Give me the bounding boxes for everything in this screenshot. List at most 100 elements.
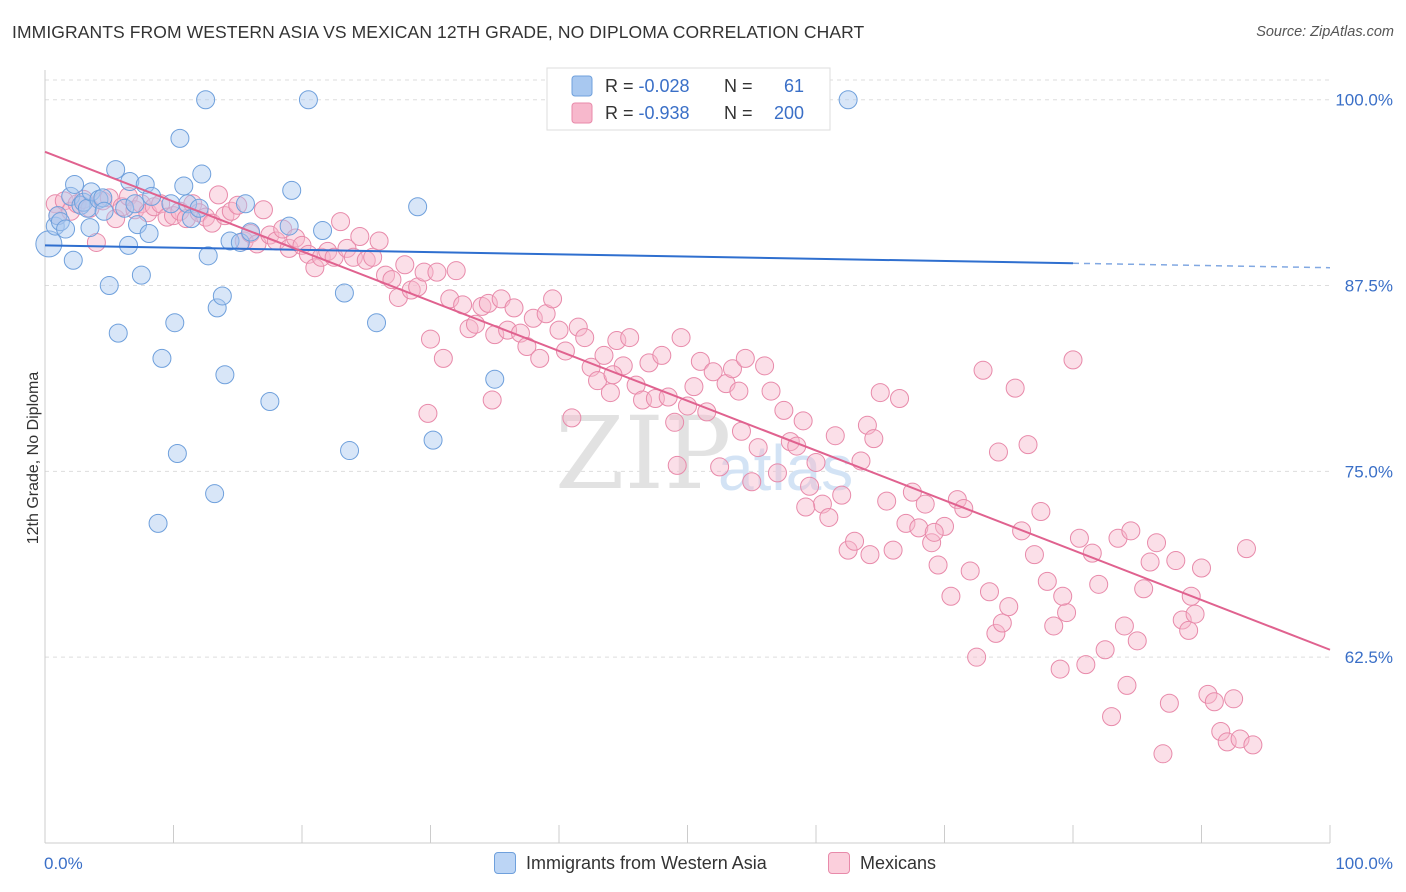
legend-r-value-pink: -0.938 <box>639 103 690 123</box>
legend-label-mexicans: Mexicans <box>860 852 937 873</box>
western-asia-point-60 <box>838 90 858 110</box>
mexicans-point-114 <box>774 400 794 420</box>
mexicans-point-154 <box>1031 502 1051 522</box>
legend-top-box <box>546 67 831 131</box>
western-asia-point-22 <box>125 194 145 214</box>
legend-bottom: Immigrants from Western Asia Mexicans <box>0 850 1406 880</box>
western-asia-point-57 <box>408 197 428 217</box>
mexicans-point-51 <box>369 231 389 251</box>
chart-title: IMMIGRANTS FROM WESTERN ASIA VS MEXICAN … <box>12 22 865 42</box>
mexicans-point-119 <box>806 452 826 472</box>
mexicans-point-158 <box>1057 603 1077 623</box>
mexicans-point-180 <box>1198 684 1218 704</box>
mexicans-point-147 <box>986 623 1006 643</box>
mexicans-point-175 <box>1166 551 1186 571</box>
western-asia-point-12 <box>81 182 101 202</box>
mexicans-point-78 <box>543 289 563 309</box>
legend-top-swatch-blue <box>571 75 593 97</box>
western-asia-point-15 <box>94 201 114 221</box>
legend-item-western-asia: Immigrants from Western Asia <box>494 852 767 874</box>
mexicans-point-86 <box>594 345 614 365</box>
mexicans-point-121 <box>819 507 839 527</box>
mexicans-point-110 <box>748 438 768 458</box>
mexicans-point-170 <box>1134 579 1154 599</box>
legend-top-swatch-pink <box>571 102 593 124</box>
western-asia-point-36 <box>181 209 201 229</box>
mexicans-point-149 <box>999 597 1019 617</box>
mexicans-point-132 <box>890 389 910 409</box>
mexicans-point-82 <box>568 317 588 337</box>
watermark: ZIP atlas <box>555 395 853 512</box>
chart-source: Source: ZipAtlas.com <box>1256 24 1394 40</box>
mexicans-point-106 <box>722 359 742 379</box>
mexicans-point-122 <box>825 426 845 446</box>
mexicans-point-155 <box>1037 571 1057 591</box>
western-asia-point-56 <box>367 313 387 333</box>
mexicans-point-181 <box>1204 692 1224 712</box>
mexicans-point-41 <box>305 258 325 278</box>
mexicans-point-172 <box>1147 533 1167 553</box>
y-tick-label-2: 87.5% <box>1345 277 1393 296</box>
western-asia-trend-extension <box>1072 262 1331 269</box>
mexicans-point-152 <box>1018 435 1038 455</box>
mexicans-point-169 <box>1127 631 1147 651</box>
mexicans-point-153 <box>1024 545 1044 565</box>
western-asia-point-6 <box>63 250 83 270</box>
mexicans-point-198 <box>1117 675 1137 695</box>
western-asia-point-33 <box>170 128 190 148</box>
mexicans-point-196 <box>988 442 1008 462</box>
mexicans-point-29 <box>228 195 248 215</box>
mexicans-point-159 <box>1063 350 1083 370</box>
mexicans-point-63 <box>446 261 466 281</box>
mexicans-point-139 <box>935 516 954 536</box>
legend-r-label-pink: R = <box>605 103 639 123</box>
mexicans-point-165 <box>1102 707 1122 727</box>
mexicans-point-95 <box>652 345 672 365</box>
mexicans-point-55 <box>395 255 415 275</box>
mexicans-point-178 <box>1185 604 1205 624</box>
mexicans-point-168 <box>1121 521 1141 541</box>
legend-r-label-blue: R = <box>605 76 639 96</box>
mexicans-point-167 <box>1114 616 1134 636</box>
mexicans-point-68 <box>478 293 498 313</box>
mexicans-point-112 <box>761 381 781 401</box>
western-asia-point-16 <box>99 276 119 296</box>
western-asia-point-39 <box>196 90 216 110</box>
mexicans-point-189 <box>482 390 502 410</box>
western-asia-point-0 <box>35 230 63 258</box>
western-asia-point-45 <box>220 231 240 251</box>
mexicans-point-75 <box>523 308 543 328</box>
western-asia-point-7 <box>65 174 85 194</box>
mexicans-point-131 <box>883 540 903 560</box>
mexicans-point-171 <box>1140 552 1160 572</box>
mexicans-point-97 <box>665 412 685 432</box>
western-asia-point-26 <box>139 224 159 244</box>
mexicans-point-76 <box>530 348 550 368</box>
trend-lines <box>44 150 1331 651</box>
svg-text:R = -0.028: R = -0.028 <box>605 76 690 96</box>
mexicans-point-182 <box>1211 722 1231 742</box>
western-asia-point-58 <box>423 430 443 450</box>
mexicans-point-79 <box>549 320 569 340</box>
mexicans-point-146 <box>979 582 999 602</box>
mexicans-point-83 <box>575 328 595 348</box>
mexicans-point-138 <box>928 555 948 575</box>
western-asia-point-54 <box>334 283 354 303</box>
mexicans-point-145 <box>973 360 993 380</box>
western-asia-point-47 <box>235 194 255 214</box>
western-asia-point-18 <box>108 323 128 343</box>
mexicans-point-188 <box>418 403 438 423</box>
legend-n-label-blue: N = <box>724 76 753 96</box>
western-asia-point-4 <box>56 219 76 239</box>
western-asia-point-32 <box>167 444 187 464</box>
mexicans-point-123 <box>832 485 852 505</box>
mexicans-point-117 <box>793 411 813 431</box>
mexicans-point-186 <box>1236 539 1256 559</box>
mexicans-point-88 <box>607 331 627 351</box>
mexicans-point-33 <box>253 200 273 220</box>
mexicans-point-98 <box>671 328 691 348</box>
western-asia-point-38 <box>192 164 212 184</box>
legend-n-value-blue: 61 <box>784 76 804 96</box>
mexicans-point-87 <box>600 383 620 403</box>
mexicans-point-191 <box>667 455 687 475</box>
